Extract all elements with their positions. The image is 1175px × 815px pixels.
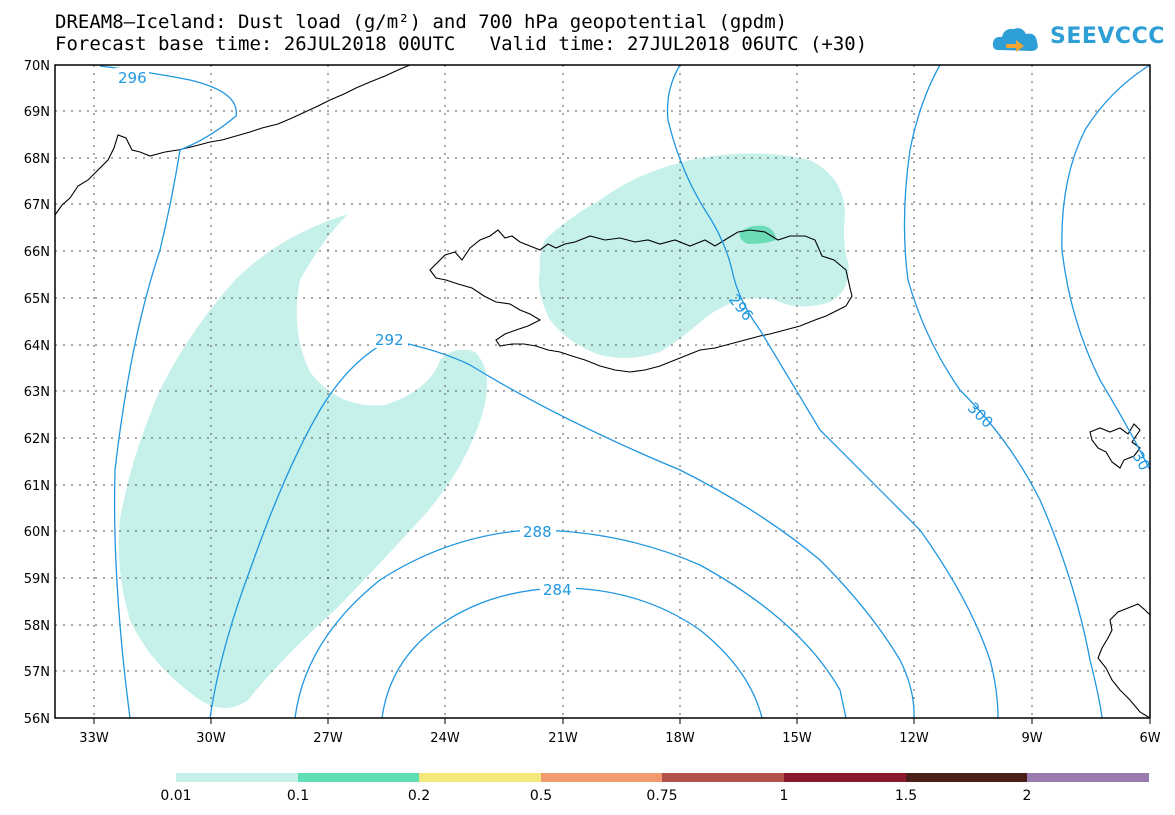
legend-label: 1 (780, 788, 789, 804)
contour-296-east (666, 65, 999, 718)
lat-label: 66N (24, 245, 50, 260)
legend-label: 0.2 (408, 788, 430, 804)
lat-label: 62N (24, 432, 50, 447)
lon-label: 33W (79, 731, 109, 746)
lat-label: 57N (24, 665, 50, 680)
lat-label: 60N (24, 525, 50, 540)
cloud-logo-icon (992, 28, 1038, 52)
lat-label: 64N (24, 339, 50, 354)
lat-label: 59N (24, 572, 50, 587)
contour-label: 292 (375, 331, 404, 349)
grid (55, 65, 1150, 718)
iceland-coast (429, 229, 853, 373)
coastlines (55, 65, 1150, 718)
contour-300 (903, 65, 1103, 718)
legend-label: 1.5 (895, 788, 917, 804)
legend-label: 0.75 (646, 788, 677, 804)
dust-plume-west (118, 214, 488, 708)
faroe-islands (1089, 423, 1141, 469)
lon-label: 12W (899, 731, 929, 746)
legend-label: 0.5 (530, 788, 552, 804)
lat-label: 70N (24, 59, 50, 74)
logo-text: SEEVCCC (1050, 24, 1165, 49)
contour-284 (381, 587, 763, 718)
legend-label: 0.1 (287, 788, 309, 804)
dust-layer (118, 153, 849, 708)
dust-plume-iceland (538, 153, 849, 358)
lon-label: 6W (1139, 731, 1160, 746)
lat-label: 56N (24, 712, 50, 727)
legend-swatch (662, 773, 784, 782)
legend-swatch (298, 773, 419, 782)
scotland-coast (1097, 603, 1150, 718)
lat-label: 61N (24, 479, 50, 494)
lon-label: 27W (313, 731, 343, 746)
legend-swatch (541, 773, 662, 782)
lon-labels: 33W 30W 27W 24W 21W 18W 15W 12W 9W 6W (79, 731, 1160, 746)
lat-label: 58N (24, 619, 50, 634)
legend-swatch (176, 773, 298, 782)
lon-label: 24W (430, 731, 460, 746)
legend-label: 2 (1023, 788, 1032, 804)
lat-label: 69N (24, 105, 50, 120)
lat-label: 65N (24, 292, 50, 307)
legend-swatch (784, 773, 906, 782)
contour-label: 284 (543, 581, 572, 599)
contour-292 (209, 339, 915, 718)
legend-swatch (1027, 773, 1149, 782)
lon-label: 9W (1021, 731, 1042, 746)
contour-label: 296 (118, 69, 147, 87)
contour-label: 300 (964, 399, 997, 432)
ticks (93, 718, 1151, 724)
lon-label: 15W (782, 731, 812, 746)
contour-label: 288 (523, 523, 552, 541)
contour-300-east (1061, 65, 1150, 471)
map-frame (54, 64, 1151, 719)
lat-label: 67N (24, 198, 50, 213)
legend-swatch (419, 773, 541, 782)
legend-swatch (906, 773, 1027, 782)
legend-colorbar (176, 773, 1149, 782)
lat-label: 68N (24, 152, 50, 167)
contour-296-west (99, 65, 237, 718)
map-subtitle: Forecast base time: 26JUL2018 00UTC Vali… (55, 33, 868, 55)
lat-label: 63N (24, 385, 50, 400)
map-title: DREAM8—Iceland: Dust load (g/m²) and 700… (55, 11, 788, 33)
legend-labels: 0.01 0.1 0.2 0.5 0.75 1 1.5 2 (160, 788, 1031, 804)
legend-label: 0.01 (160, 788, 191, 804)
greenland-coast (55, 65, 411, 216)
lon-label: 21W (548, 731, 578, 746)
lon-label: 30W (196, 731, 226, 746)
lon-label: 18W (665, 731, 695, 746)
lat-labels: 70N 69N 68N 67N 66N 65N 64N 63N 62N 61N … (24, 59, 50, 727)
